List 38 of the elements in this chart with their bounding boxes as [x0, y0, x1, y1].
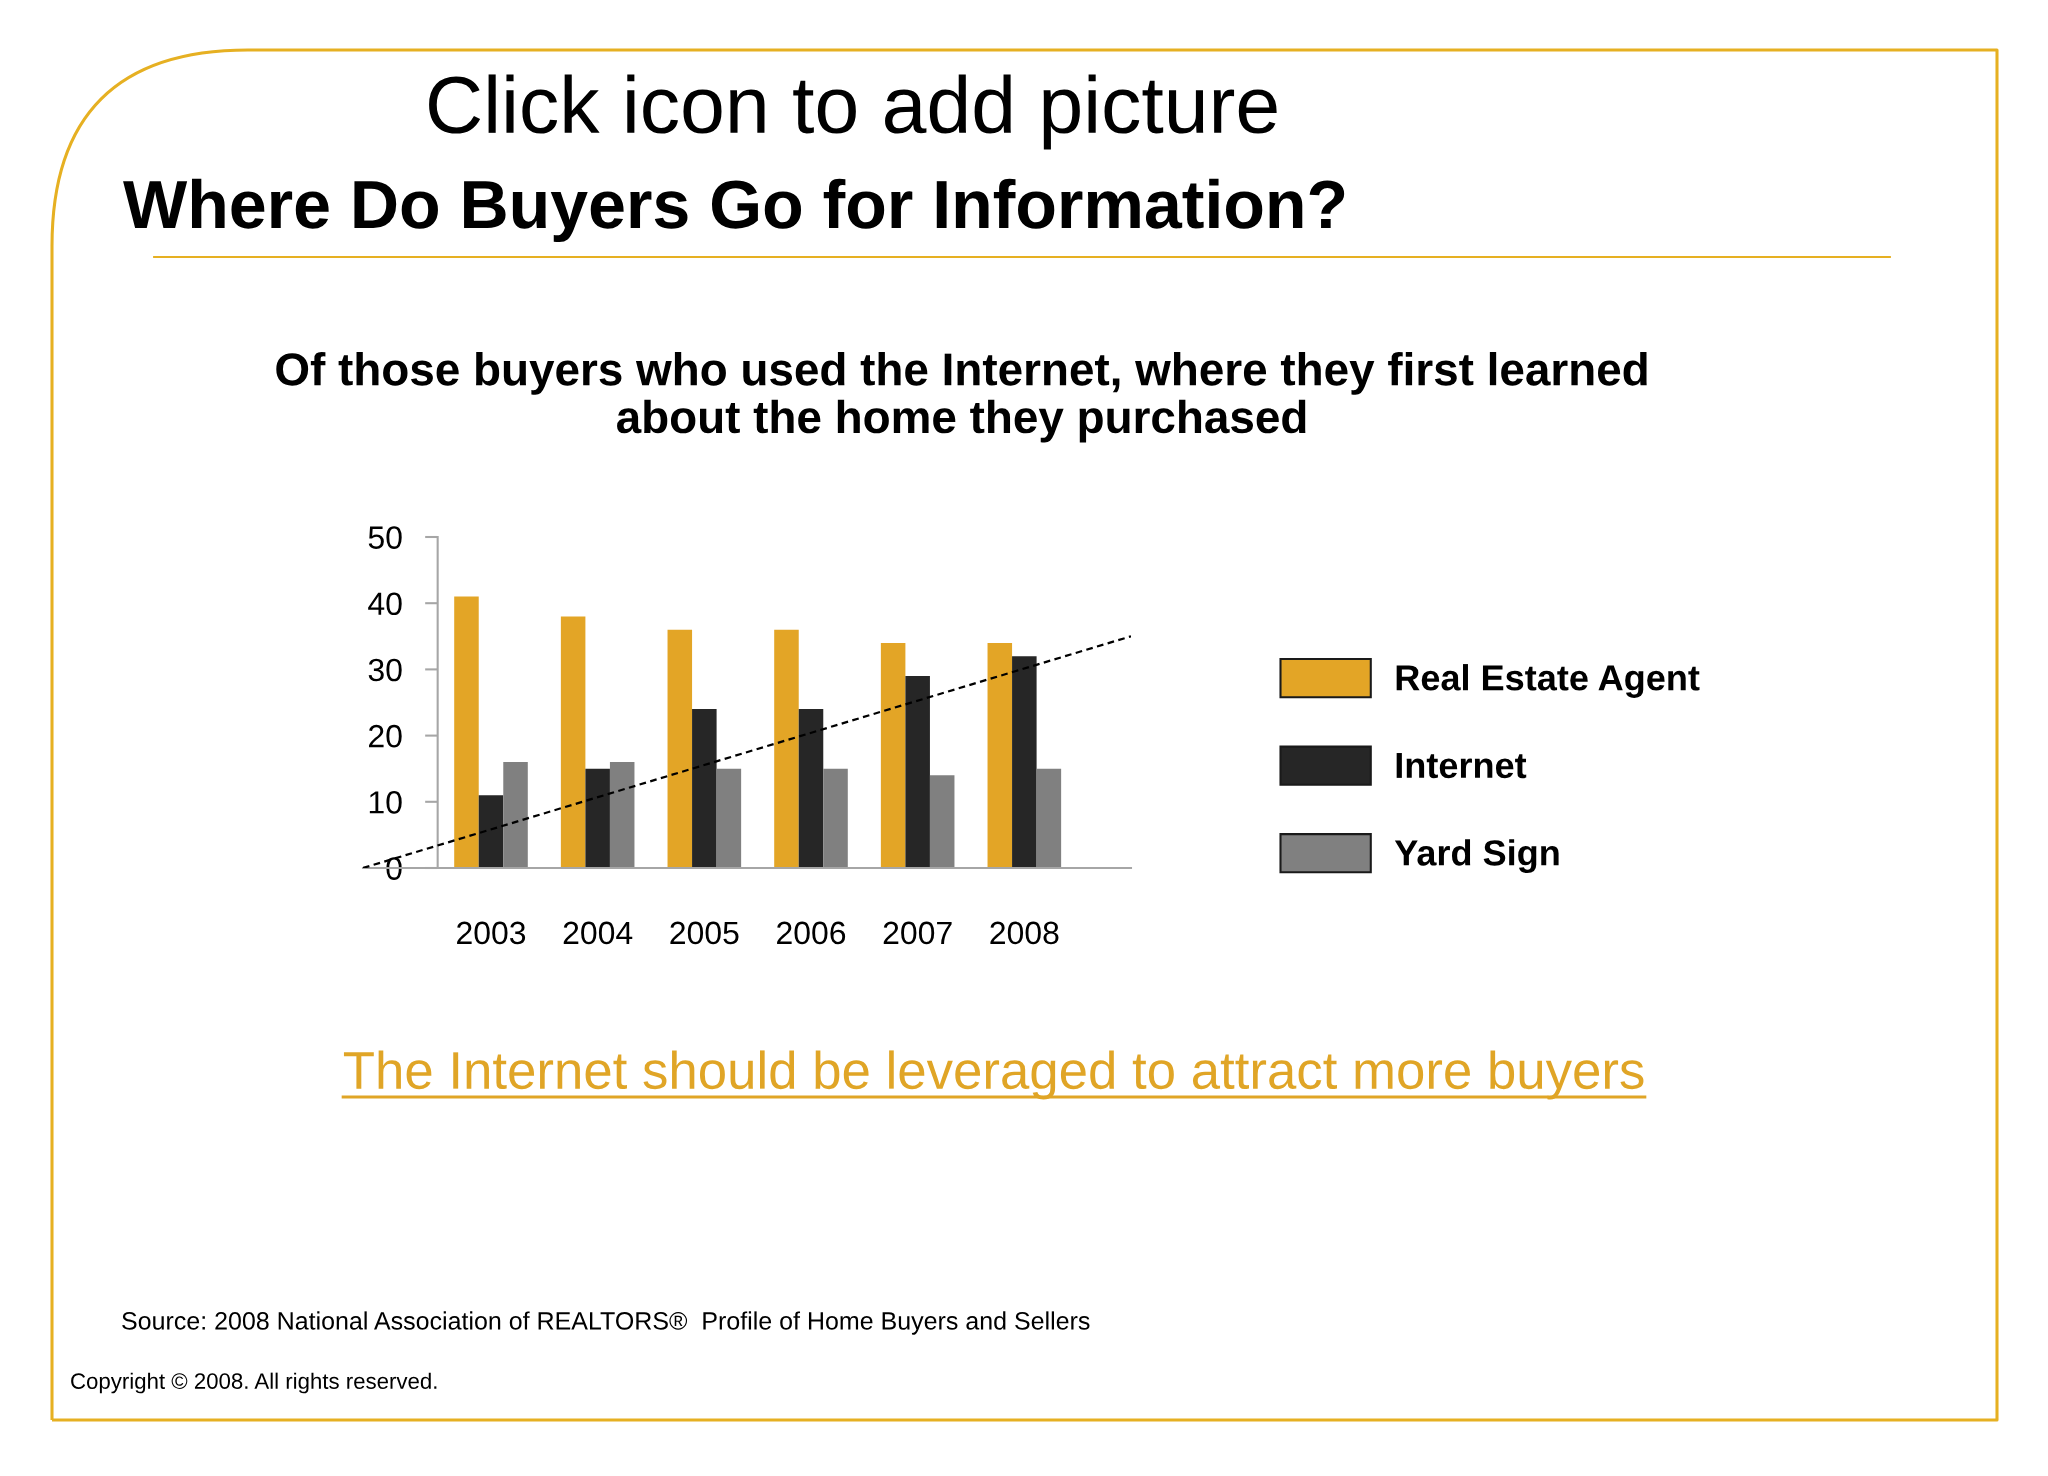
bar: [798, 709, 824, 868]
y-tick-label: 20: [369, 724, 402, 748]
bar: [609, 762, 635, 868]
bar: [692, 709, 717, 868]
chart-title: Where Do Buyers Go for Information?: [123, 178, 1345, 243]
bar: [503, 762, 528, 868]
bar: [478, 795, 504, 868]
legend-label: Real Estate Agent: [1396, 664, 1700, 698]
y-tick-label: 30: [368, 658, 402, 682]
source-note: Source: 2008 National Association of REALTORS® Profile of Home Buyers and Sellers: [122, 1311, 1090, 1335]
text: The Internet should be leveraged to attract more buyers: [343, 1050, 1644, 1100]
bar: [716, 768, 742, 868]
bar: [929, 775, 955, 868]
bar: [667, 629, 693, 868]
bar: [1036, 768, 1062, 868]
x-tick-label: 2004: [563, 921, 633, 945]
bar: [987, 642, 1013, 868]
y-tick-label: 10: [369, 791, 402, 814]
x-tick-label: 2006: [777, 921, 846, 945]
bar: [1012, 656, 1037, 868]
legend-label: Yard Sign: [1394, 839, 1559, 873]
x-tick-label: 2005: [670, 921, 739, 945]
x-tick-label: 2007: [883, 921, 952, 945]
bar: [774, 629, 799, 868]
bar: [905, 676, 930, 868]
bar: [560, 616, 586, 868]
x-tick-label: 2008: [990, 921, 1059, 945]
chart-subtitle: Of those buyers who used the Internet, where they first learned about the home they purchased: [276, 352, 1647, 443]
legend-label: Internet: [1396, 753, 1527, 779]
y-tick-label: 50: [368, 526, 402, 549]
bar: [823, 768, 848, 868]
text: Click icon to add picture: [429, 74, 1277, 150]
x-tick-label: 2003: [457, 921, 526, 945]
text: Copyright © 2008. All rights reserved.: [71, 1372, 437, 1394]
bar: [454, 596, 479, 868]
y-tick-label: 40: [368, 592, 402, 616]
bar: [880, 642, 906, 868]
bar: [585, 768, 610, 868]
